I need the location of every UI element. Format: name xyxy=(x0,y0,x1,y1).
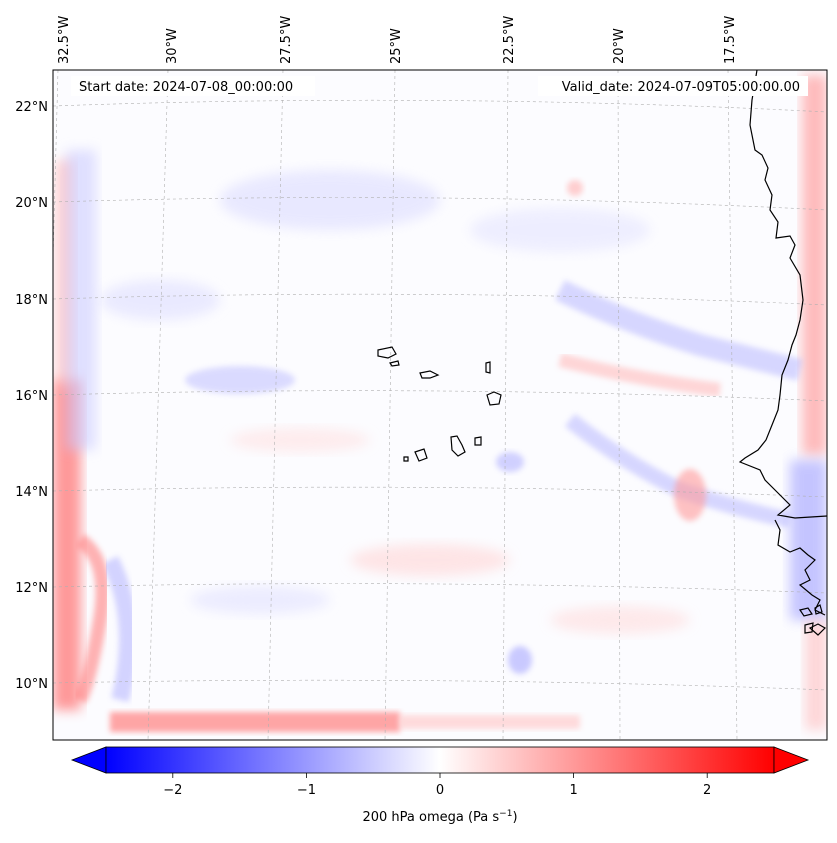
meridian-line xyxy=(53,70,59,261)
central-positive-patch xyxy=(230,428,370,452)
start-date-text: Start date: 2024-07-08_00:00:00 xyxy=(79,80,293,95)
east-edge-southern-band xyxy=(805,620,827,730)
colorbar-tick-label: 2 xyxy=(703,783,711,798)
colorbar-gradient xyxy=(105,746,775,774)
africa-coast xyxy=(738,70,827,519)
lat-label: 16°N xyxy=(15,389,48,404)
west-negative-band xyxy=(66,150,96,450)
colorbar: −2 −1 0 1 2 200 hPa omega (Pa s−1) xyxy=(70,746,810,825)
central-west-negative-patch xyxy=(185,366,295,394)
colorbar-tick-label: 1 xyxy=(569,783,577,798)
west-negative-arc xyxy=(101,555,137,703)
lat-label: 20°N xyxy=(15,196,48,211)
central-negative-cell xyxy=(496,452,524,472)
parallel-line xyxy=(53,486,827,498)
east-edge-positive-band xyxy=(802,75,827,455)
start-date-box xyxy=(71,76,315,96)
colorbar-tick-label: 0 xyxy=(436,783,444,798)
island-fogo xyxy=(414,448,428,462)
graticule xyxy=(53,70,827,740)
meridian-line xyxy=(727,70,738,740)
south-edge-positive-band xyxy=(110,712,400,732)
e-positive-streak xyxy=(558,353,721,397)
southwest-negative-patch xyxy=(190,586,330,614)
parallel-line xyxy=(53,679,827,691)
north-positive-cell xyxy=(567,180,583,196)
north-negative-patch xyxy=(220,170,440,230)
meridian-line xyxy=(617,70,621,740)
ne-negative-streak xyxy=(555,280,803,381)
colorbar-tick-label: −2 xyxy=(163,783,182,798)
parallel-line xyxy=(53,583,827,594)
island-boa-vista xyxy=(486,391,502,406)
omega-field xyxy=(53,75,827,732)
south-negative-cell xyxy=(508,646,532,674)
map-panel: Start date: 2024-07-08_00:00:00 Valid_da… xyxy=(52,69,828,741)
lat-label: 14°N xyxy=(15,485,48,500)
lon-label: 22.5°W xyxy=(502,16,517,64)
lat-label: 22°N xyxy=(15,100,48,115)
colorbar-label: 200 hPa omega (Pa s−1) xyxy=(362,809,517,825)
northeast-negative-patch xyxy=(470,208,650,252)
longitude-labels: 32.5°W 30°W 27.5°W 25°W 22.5°W 20°W 17.5… xyxy=(57,16,738,64)
lon-label: 27.5°W xyxy=(279,16,294,64)
west-positive-arc xyxy=(73,534,110,704)
lat-label: 18°N xyxy=(15,293,48,308)
south-positive-patch xyxy=(350,544,510,576)
parallel-line xyxy=(53,197,827,211)
lon-label: 17.5°W xyxy=(723,16,738,64)
bissagos-islands xyxy=(799,604,826,636)
meridian-line xyxy=(147,70,169,740)
island-sal xyxy=(485,361,491,374)
lat-label: 10°N xyxy=(15,677,48,692)
valid-date-box xyxy=(538,76,808,96)
south-edge-weak-band xyxy=(400,715,580,729)
east-positive-cell xyxy=(674,469,706,521)
lon-label: 32.5°W xyxy=(57,16,72,64)
island-brava xyxy=(403,456,409,462)
parallel-line xyxy=(53,390,827,402)
southeast-positive-patch xyxy=(550,606,690,634)
coastline xyxy=(377,70,827,636)
lat-label: 12°N xyxy=(15,581,48,596)
valid-date-text: Valid_date: 2024-07-09T05:00:00.00 xyxy=(562,80,800,95)
island-sao-nicolau xyxy=(419,370,440,379)
island-santo-antao xyxy=(377,346,397,359)
meridian-line xyxy=(267,70,284,740)
lon-label: 30°W xyxy=(165,28,180,64)
parallel-line xyxy=(53,293,827,306)
colorbar-ticks: −2 −1 0 1 2 xyxy=(163,773,711,798)
parallel-line xyxy=(53,99,827,113)
island-santiago xyxy=(450,435,466,457)
island-sao-vicente xyxy=(389,360,400,367)
colorbar-tick-label: −1 xyxy=(297,783,316,798)
island-maio xyxy=(474,436,482,446)
meridian-line xyxy=(384,70,396,740)
map-background xyxy=(53,70,827,740)
guinea-coast xyxy=(774,519,826,616)
lon-label: 25°W xyxy=(389,28,404,64)
meridian-line xyxy=(502,70,509,740)
colorbar-extend-max xyxy=(773,746,810,774)
east-edge-negative-band xyxy=(790,460,827,620)
latitude-labels: 22°N 20°N 18°N 16°N 14°N 12°N 10°N xyxy=(15,100,48,692)
map-frame xyxy=(52,69,828,741)
west-negative-patch xyxy=(100,280,220,320)
lon-label: 20°W xyxy=(612,28,627,64)
colorbar-extend-min xyxy=(70,746,107,774)
